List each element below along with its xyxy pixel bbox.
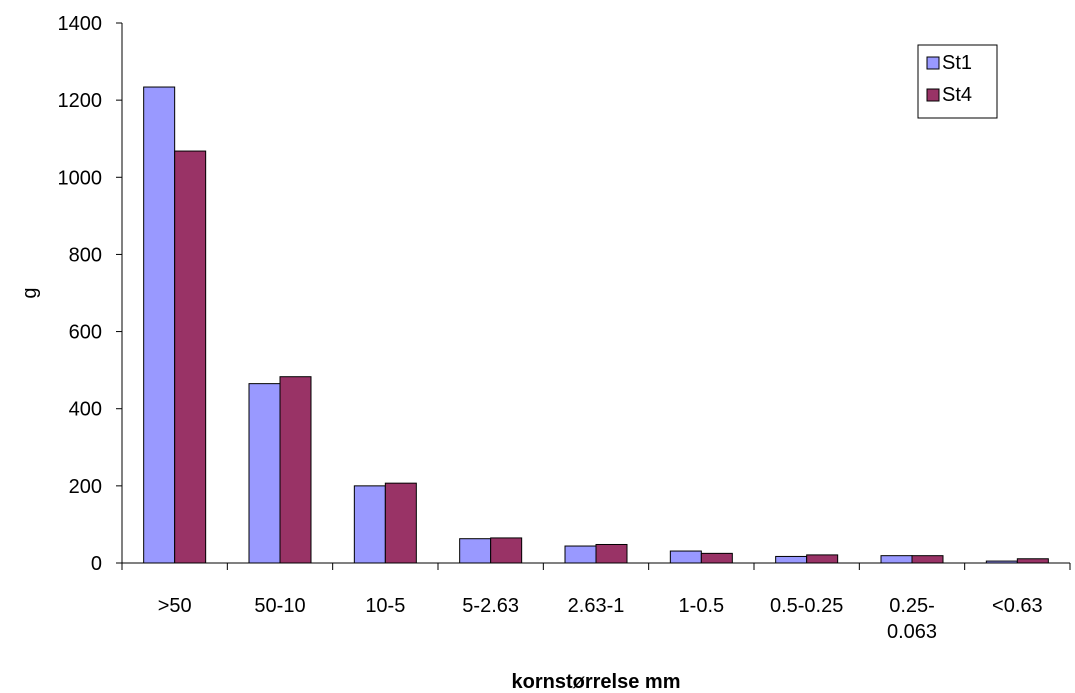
legend-swatch-st1 xyxy=(926,56,940,70)
x-tick-label: 2.63-1 xyxy=(568,595,625,617)
bar-st4 xyxy=(806,554,839,564)
y-axis-title: g xyxy=(19,287,41,298)
y-tick-label: 400 xyxy=(69,399,102,421)
bar-st1 xyxy=(880,555,913,564)
x-tick-label: 1-0.5 xyxy=(679,595,725,617)
y-tick-label: 200 xyxy=(69,476,102,498)
legend-swatch-st4 xyxy=(926,88,940,102)
y-tick-label: 0 xyxy=(91,553,102,575)
y-axis: 0 200 400 600 800 1000 1200 1400 xyxy=(58,13,123,575)
bar-st1 xyxy=(143,86,176,564)
x-tick-label: 0.5-0.25 xyxy=(770,595,843,617)
bar-st1 xyxy=(985,560,1018,564)
legend-label-st4: St4 xyxy=(942,84,972,106)
bar-st1 xyxy=(669,550,702,564)
y-tick-label: 600 xyxy=(69,322,102,344)
x-tick-label: <0.63 xyxy=(992,595,1043,617)
x-tick-label: >50 xyxy=(158,595,192,617)
y-tick-label: 1200 xyxy=(58,90,103,112)
bar-st4 xyxy=(700,552,733,564)
x-tick-label: 50-10 xyxy=(254,595,305,617)
x-tick-label: 0.25- xyxy=(889,595,935,617)
bar-st4 xyxy=(595,543,628,564)
x-axis-title: kornstørrelse mm xyxy=(512,671,681,693)
bar-st1 xyxy=(775,555,808,564)
bar-st1 xyxy=(248,383,281,564)
x-tick-label: 5-2.63 xyxy=(462,595,519,617)
bar-st4 xyxy=(279,376,312,564)
bar-st4 xyxy=(384,482,417,564)
bar-st4 xyxy=(174,150,207,564)
bars xyxy=(143,86,1049,564)
bar-st4 xyxy=(490,537,523,564)
bar-st4 xyxy=(911,555,944,564)
y-tick-label: 800 xyxy=(69,244,102,266)
bar-st1 xyxy=(459,538,492,564)
x-tick-label: 10-5 xyxy=(365,595,405,617)
x-tick-label: 0.063 xyxy=(887,621,937,643)
bar-st4 xyxy=(1016,558,1049,564)
x-axis: >50 50-10 10-5 5-2.63 2.63-1 1-0.5 0.5-0.25 0.2… xyxy=(121,562,1071,643)
bar-st1 xyxy=(353,485,386,564)
y-tick-label: 1400 xyxy=(58,13,103,35)
legend-label-st1: St1 xyxy=(942,52,972,74)
y-tick-label: 1000 xyxy=(58,167,103,189)
bar-st1 xyxy=(564,545,597,564)
